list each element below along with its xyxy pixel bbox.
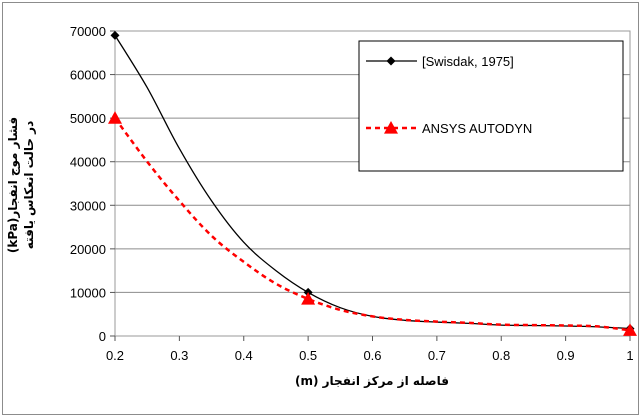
data-point [623, 323, 637, 336]
legend-label: [Swisdak, 1975] [422, 54, 514, 69]
y-tick-label: 50000 [70, 111, 106, 126]
y-tick-label: 10000 [70, 285, 106, 300]
x-axis-ticks: 0.2 0.3 0.4 0.5 0.6 0.7 0.8 0.9 1 [106, 336, 634, 363]
y-axis-label-line2: در حالت انعکاس یافته [22, 121, 36, 249]
y-axis-ticks: 0 10000 20000 30000 40000 50000 60000 70000 [70, 24, 115, 344]
x-tick-label: 0.4 [235, 348, 253, 363]
x-tick-label: 0.7 [428, 348, 446, 363]
legend-item-ansys-autodyn: ANSYS AUTODYN [366, 121, 532, 136]
y-axis-label-line1: فشار موج انفجار(kPa) [6, 117, 21, 253]
x-axis-label: فاصله از مرکز انفجار (m) [295, 374, 449, 388]
series-ansys-autodyn [108, 111, 637, 336]
legend-item-swisdak: [Swisdak, 1975] [366, 54, 514, 69]
legend-label: ANSYS AUTODYN [422, 121, 532, 136]
x-tick-label: 0.3 [170, 348, 188, 363]
x-tick-label: 1 [626, 348, 633, 363]
legend-marker [384, 121, 398, 134]
legend-items: [Swisdak, 1975] ANSYS AUTODYN [366, 54, 532, 136]
series-layer [108, 30, 637, 336]
y-axis-label: فشار موج انفجار(kPa) در حالت انعکاس یافت… [6, 117, 36, 253]
data-point [110, 30, 120, 40]
legend-box [358, 40, 624, 172]
data-point [108, 111, 122, 124]
legend-marker [386, 56, 396, 66]
y-tick-label: 20000 [70, 242, 106, 257]
x-tick-label: 0.8 [492, 348, 510, 363]
x-tick-label: 0.9 [557, 348, 575, 363]
y-tick-label: 30000 [70, 198, 106, 213]
legend: [Swisdak, 1975] ANSYS AUTODYN [358, 40, 624, 172]
data-point [301, 291, 316, 305]
y-tick-label: 60000 [70, 68, 106, 83]
y-tick-label: 70000 [70, 24, 106, 39]
x-tick-label: 0.6 [363, 348, 381, 363]
x-tick-label: 0.5 [299, 348, 317, 363]
y-tick-label: 0 [99, 329, 106, 344]
y-tick-label: 40000 [70, 155, 106, 170]
x-tick-label: 0.2 [106, 348, 124, 363]
series-line [113, 117, 631, 332]
